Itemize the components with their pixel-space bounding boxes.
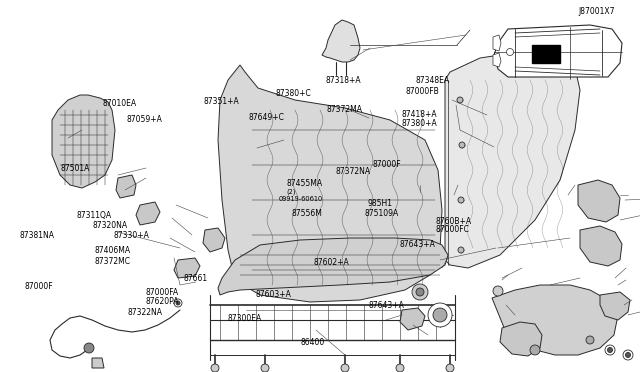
Circle shape: [412, 284, 428, 300]
Text: 87661: 87661: [183, 274, 207, 283]
Text: 87059+A: 87059+A: [127, 115, 163, 124]
Polygon shape: [500, 322, 542, 356]
Circle shape: [623, 350, 633, 360]
Circle shape: [84, 343, 94, 353]
Circle shape: [458, 197, 464, 203]
Text: 87318+A: 87318+A: [325, 76, 361, 85]
Circle shape: [586, 336, 594, 344]
Text: 87000F: 87000F: [24, 282, 53, 291]
Text: 87602+A: 87602+A: [314, 258, 349, 267]
Text: 87643+A: 87643+A: [369, 301, 404, 310]
Circle shape: [457, 97, 463, 103]
Circle shape: [174, 299, 182, 307]
Polygon shape: [52, 95, 115, 188]
Text: 87330+A: 87330+A: [114, 231, 150, 240]
Text: 87000FB: 87000FB: [406, 87, 440, 96]
Polygon shape: [492, 285, 618, 355]
Bar: [532, 45, 560, 63]
Polygon shape: [580, 226, 622, 266]
Text: 87643+A: 87643+A: [400, 240, 436, 248]
Text: 985H1: 985H1: [367, 199, 392, 208]
Polygon shape: [174, 258, 200, 278]
Text: 87620PA: 87620PA: [146, 297, 179, 306]
Text: 87556M: 87556M: [292, 209, 323, 218]
Text: 87372MA: 87372MA: [326, 105, 362, 114]
Polygon shape: [92, 358, 104, 368]
Circle shape: [506, 48, 513, 55]
Circle shape: [261, 364, 269, 372]
Polygon shape: [600, 292, 630, 320]
Text: 87348EA: 87348EA: [416, 76, 450, 85]
Polygon shape: [400, 308, 425, 330]
Text: 87300EA: 87300EA: [227, 314, 262, 323]
Text: 87380+A: 87380+A: [402, 119, 438, 128]
Text: 87649+C: 87649+C: [248, 113, 284, 122]
Text: 87311QA: 87311QA: [77, 211, 112, 220]
Polygon shape: [116, 175, 136, 198]
Polygon shape: [493, 35, 501, 51]
Polygon shape: [322, 20, 360, 62]
Polygon shape: [493, 53, 501, 67]
Circle shape: [176, 301, 180, 305]
Polygon shape: [218, 65, 442, 302]
Circle shape: [607, 347, 612, 353]
Circle shape: [530, 345, 540, 355]
Circle shape: [433, 308, 447, 322]
Circle shape: [396, 364, 404, 372]
Text: 87351+A: 87351+A: [204, 97, 239, 106]
Polygon shape: [203, 228, 225, 252]
Text: 87380+C: 87380+C: [275, 89, 311, 97]
Text: 87372MC: 87372MC: [95, 257, 131, 266]
Text: 87455MA: 87455MA: [287, 179, 323, 187]
Circle shape: [211, 364, 219, 372]
Circle shape: [446, 364, 454, 372]
Circle shape: [459, 142, 465, 148]
Text: 87381NA: 87381NA: [19, 231, 54, 240]
Polygon shape: [494, 25, 622, 77]
Polygon shape: [445, 52, 580, 268]
Text: 87406MA: 87406MA: [95, 246, 131, 255]
Circle shape: [341, 364, 349, 372]
Text: J87001X7: J87001X7: [578, 7, 614, 16]
Polygon shape: [136, 202, 160, 225]
Text: (2): (2): [286, 189, 296, 195]
Polygon shape: [218, 238, 448, 295]
Text: 87322NA: 87322NA: [128, 308, 163, 317]
Circle shape: [458, 247, 464, 253]
Circle shape: [493, 286, 503, 296]
Circle shape: [625, 353, 630, 357]
Text: 87010EA: 87010EA: [102, 99, 136, 108]
Polygon shape: [578, 180, 620, 222]
Text: 87000F: 87000F: [372, 160, 401, 169]
Text: 87603+A: 87603+A: [256, 290, 292, 299]
Text: 87418+A: 87418+A: [402, 110, 438, 119]
Text: 87501A: 87501A: [60, 164, 90, 173]
Text: 87000FC: 87000FC: [435, 225, 469, 234]
Text: 87320NA: 87320NA: [92, 221, 127, 230]
Circle shape: [416, 288, 424, 296]
Circle shape: [605, 345, 615, 355]
Text: 09919-60610: 09919-60610: [279, 196, 323, 202]
Circle shape: [428, 303, 452, 327]
Text: 875109A: 875109A: [365, 209, 399, 218]
Text: 87372NA: 87372NA: [335, 167, 371, 176]
Text: 87000FA: 87000FA: [146, 288, 179, 297]
Text: 86400: 86400: [301, 338, 325, 347]
Text: 8760B+A: 8760B+A: [435, 217, 471, 226]
